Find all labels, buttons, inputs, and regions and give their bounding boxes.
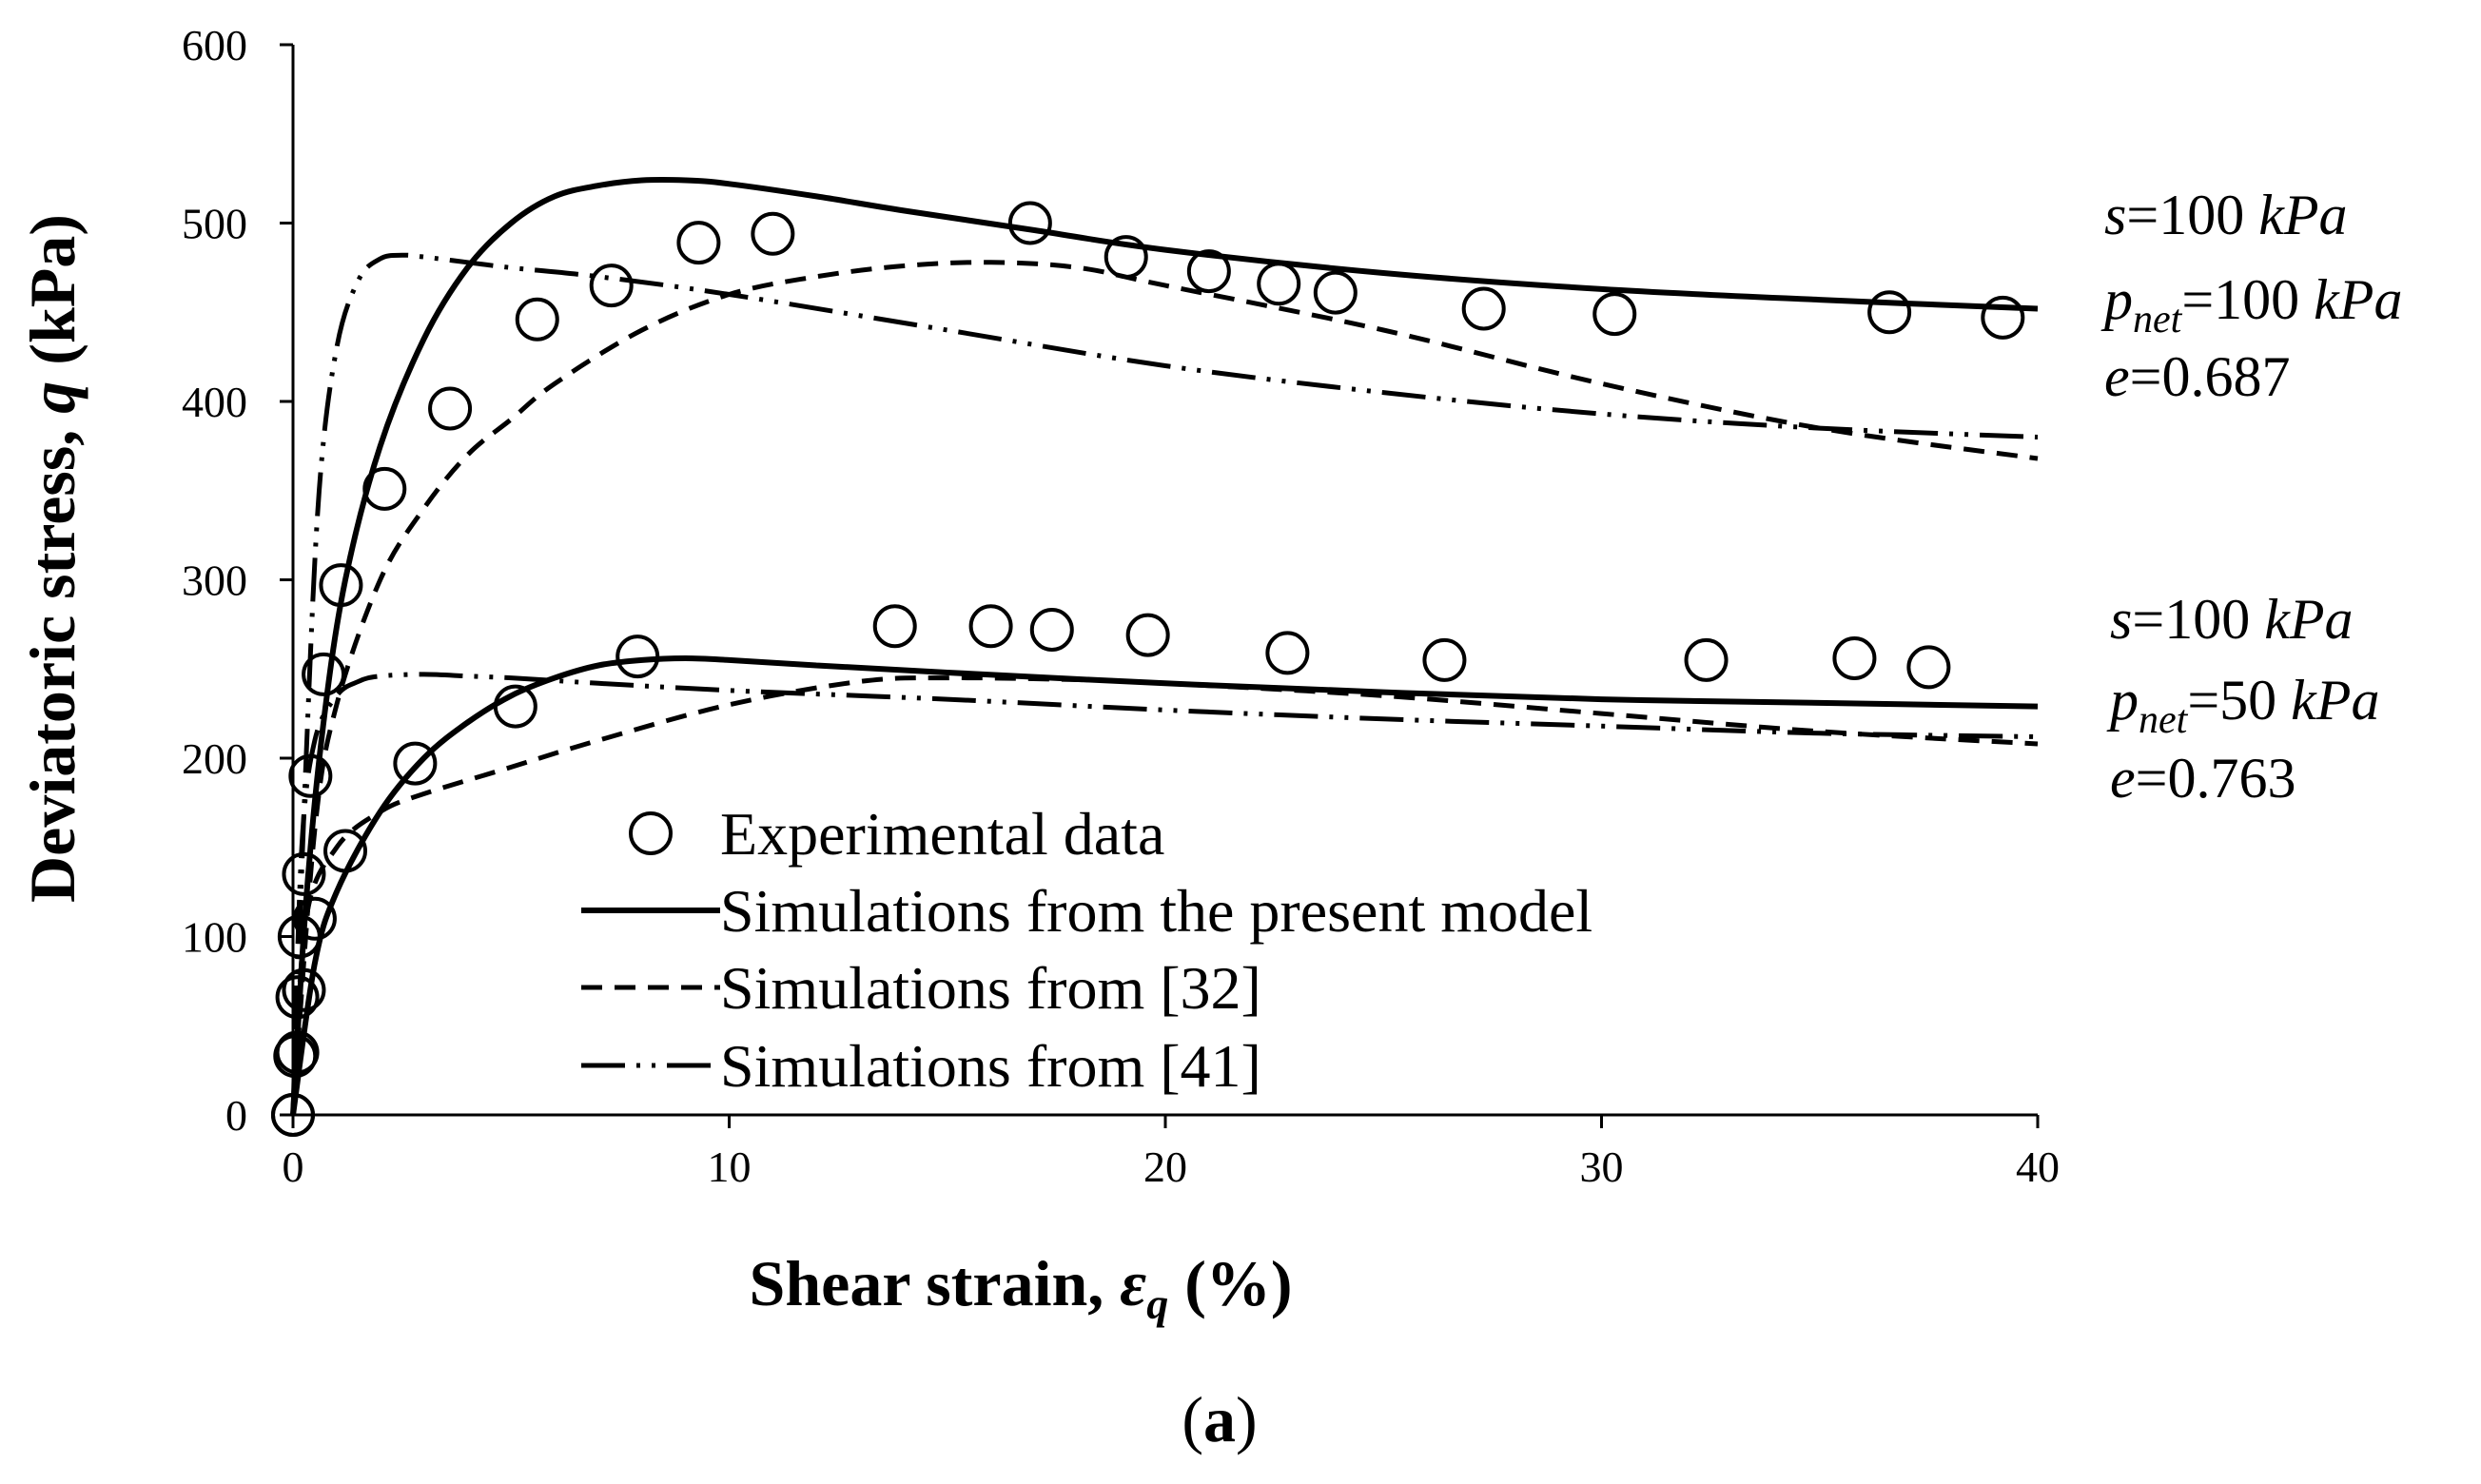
experimental-data-point (292, 896, 337, 941)
series-lines (290, 176, 2039, 1116)
experimental-data-point (1422, 637, 1467, 682)
legend-label-ref32: Simulations from [32] (720, 954, 1261, 1022)
experimental-data-point (1104, 235, 1148, 280)
experimental-data-point (493, 684, 537, 729)
experimental-data-point (275, 1030, 320, 1075)
experimental-data-point (968, 604, 1013, 649)
experimental-data-point (1029, 608, 1074, 652)
experimental-data-point (1007, 201, 1052, 245)
experimental-data-point (282, 851, 326, 896)
condition-s-label: s=100 kPa (2104, 184, 2347, 246)
legend-label-present: Simulations from the present model (720, 877, 1592, 945)
experimental-data-point (428, 386, 473, 431)
legend: Experimental data Simulations from the p… (533, 790, 1884, 1113)
figure-caption: (a) (1182, 1383, 1257, 1455)
experimental-data-point (323, 829, 368, 873)
experimental-data-point (302, 652, 346, 696)
experimental-data-point (872, 604, 917, 649)
experimental-data-point (275, 975, 320, 1020)
y-tick-label: 100 (182, 913, 247, 962)
condition-annotation-high: s=100 kPa pnet=100 kPa e=0.687 (2100, 184, 2402, 408)
condition-pnet-label: pnet=100 kPa (2100, 268, 2402, 342)
experimental-data-point (1684, 637, 1729, 682)
x-tick-label: 20 (1143, 1142, 1187, 1191)
y-tick-label: 400 (182, 378, 247, 426)
experimental-data-point (1265, 631, 1310, 675)
series-line-dashdot-6 (290, 252, 2039, 1116)
y-tick-label: 600 (182, 21, 247, 69)
condition-s-label: s=100 kPa (2110, 588, 2353, 651)
y-axis-title: Deviatoric stress, q (kPa) (16, 214, 88, 903)
experimental-data-point (1257, 262, 1301, 306)
legend-background (533, 790, 1884, 1113)
experimental-data-point (515, 297, 559, 342)
experimental-data-point (319, 563, 363, 608)
experimental-data-point (615, 635, 660, 679)
y-tick-label: 200 (182, 734, 247, 783)
experimental-data-point (1313, 270, 1358, 315)
experimental-data-point (1125, 613, 1170, 657)
experimental-data-point (393, 741, 438, 786)
experimental-data-point (1461, 286, 1506, 331)
experimental-data-point (751, 211, 795, 256)
condition-annotation-low: s=100 kPa pnet=50 kPa e=0.763 (2106, 588, 2379, 810)
experimental-data-point (1186, 249, 1231, 294)
x-tick-label: 30 (1580, 1142, 1624, 1191)
axis-ticks: 0 100 200 300 400 500 600 0 10 20 30 40 (182, 21, 2060, 1191)
legend-label-experimental: Experimental data (720, 800, 1164, 868)
condition-e-label: e=0.763 (2110, 747, 2295, 810)
x-tick-label: 40 (2016, 1142, 2060, 1191)
series-line-dashed-5 (290, 675, 2039, 1116)
experimental-data-point (282, 967, 326, 1012)
condition-pnet-label: pnet=50 kPa (2106, 669, 2379, 742)
experimental-data-point (1981, 295, 2025, 340)
legend-marker-experimental (629, 811, 673, 855)
y-tick-label: 300 (182, 556, 247, 605)
x-tick-label: 10 (708, 1142, 752, 1191)
experimental-data-point (676, 221, 721, 265)
experimental-data-point (1832, 636, 1877, 680)
y-tick-label: 0 (225, 1091, 247, 1140)
experimental-data-point (589, 264, 634, 308)
x-tick-label: 0 (283, 1142, 304, 1191)
experimental-data-point (1867, 290, 1912, 335)
y-tick-label: 500 (182, 200, 247, 248)
condition-e-label: e=0.687 (2104, 345, 2290, 408)
experimental-data-point (1906, 645, 1951, 690)
series-line-dashed-4 (290, 260, 2039, 1116)
x-axis-title: Shear strain, εq (%) (750, 1247, 1293, 1328)
experimental-data-point (288, 753, 333, 798)
series-line-solid-2 (290, 176, 2039, 1116)
legend-label-ref41: Simulations from [41] (720, 1032, 1261, 1100)
series-line-dashdot-7 (290, 672, 2039, 1116)
experimental-data-point (1592, 292, 1637, 337)
experimental-data-point (362, 466, 407, 511)
